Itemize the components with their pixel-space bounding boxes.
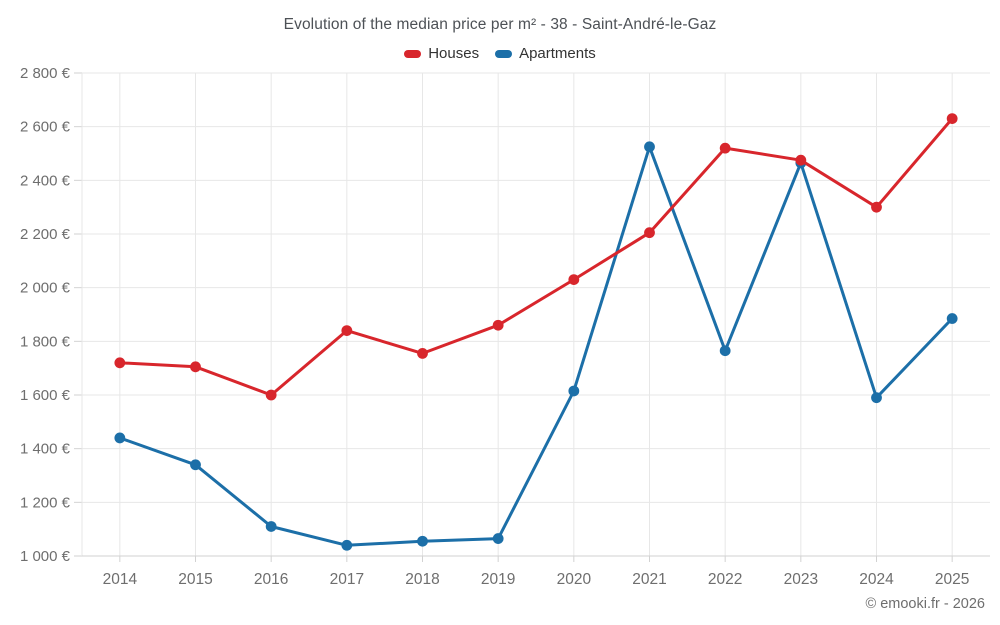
apartments-point <box>265 521 277 532</box>
houses-line <box>118 117 954 397</box>
apartments-point <box>644 141 655 153</box>
houses-point <box>795 154 807 166</box>
legend-item-apartments[interactable]: Apartments <box>495 45 596 62</box>
apartments-legend-swatch <box>495 49 513 58</box>
attribution: © emooki.fr - 2026 <box>865 596 985 612</box>
y-axis-label: 2 800 € <box>20 65 71 82</box>
y-axis-label: 1 000 € <box>20 548 71 565</box>
apartments-point <box>719 345 731 357</box>
y-axis-label: 2 000 € <box>20 280 71 297</box>
apartments-point <box>946 313 958 324</box>
houses-point <box>417 348 428 359</box>
x-axis-label: 2017 <box>330 571 364 588</box>
apartments-point <box>341 539 353 551</box>
houses-point <box>871 201 882 213</box>
apartments-point <box>417 535 428 547</box>
houses-point <box>114 357 126 369</box>
y-axis-label: 2 400 € <box>20 172 71 189</box>
chart-legend: Houses Apartments <box>0 45 1000 62</box>
apartments-point <box>871 392 882 404</box>
houses-point <box>265 389 277 401</box>
apartments-point <box>190 459 201 471</box>
apartments-line <box>118 145 954 547</box>
x-axis-label: 2025 <box>935 571 969 588</box>
houses-point <box>492 319 504 331</box>
y-axis-label: 2 600 € <box>20 119 71 136</box>
houses-point <box>946 113 958 125</box>
x-axis-label: 2019 <box>481 571 515 588</box>
houses-point <box>341 325 353 336</box>
x-axis-label: 2021 <box>632 571 666 588</box>
y-axis-label: 1 800 € <box>20 333 71 350</box>
x-axis-label: 2022 <box>708 571 742 588</box>
y-axis-label: 2 200 € <box>20 226 71 243</box>
chart-title: Evolution of the median price per m² - 3… <box>283 16 717 33</box>
apartments-point <box>114 432 126 444</box>
y-axis-label: 1 200 € <box>20 494 71 511</box>
apartments-legend-label: Apartments <box>519 45 596 62</box>
apartments-point <box>492 533 504 544</box>
y-axis-label: 1 400 € <box>20 441 71 458</box>
x-axis-label: 2015 <box>178 571 212 588</box>
houses-point <box>644 227 655 239</box>
x-axis-label: 2024 <box>859 571 894 588</box>
houses-point <box>568 274 580 286</box>
houses-point <box>190 361 201 373</box>
x-axis-label: 2016 <box>254 571 288 588</box>
apartments-point <box>568 385 580 397</box>
houses-legend-swatch <box>404 49 422 58</box>
houses-legend-label: Houses <box>428 45 480 62</box>
y-axis-label: 1 600 € <box>20 387 71 404</box>
x-axis-label: 2020 <box>557 571 592 588</box>
x-axis-label: 2023 <box>784 571 818 588</box>
x-axis-label: 2014 <box>103 571 138 588</box>
legend-item-houses[interactable]: Houses <box>404 45 479 62</box>
x-axis-label: 2018 <box>405 571 439 588</box>
houses-point <box>719 142 731 154</box>
